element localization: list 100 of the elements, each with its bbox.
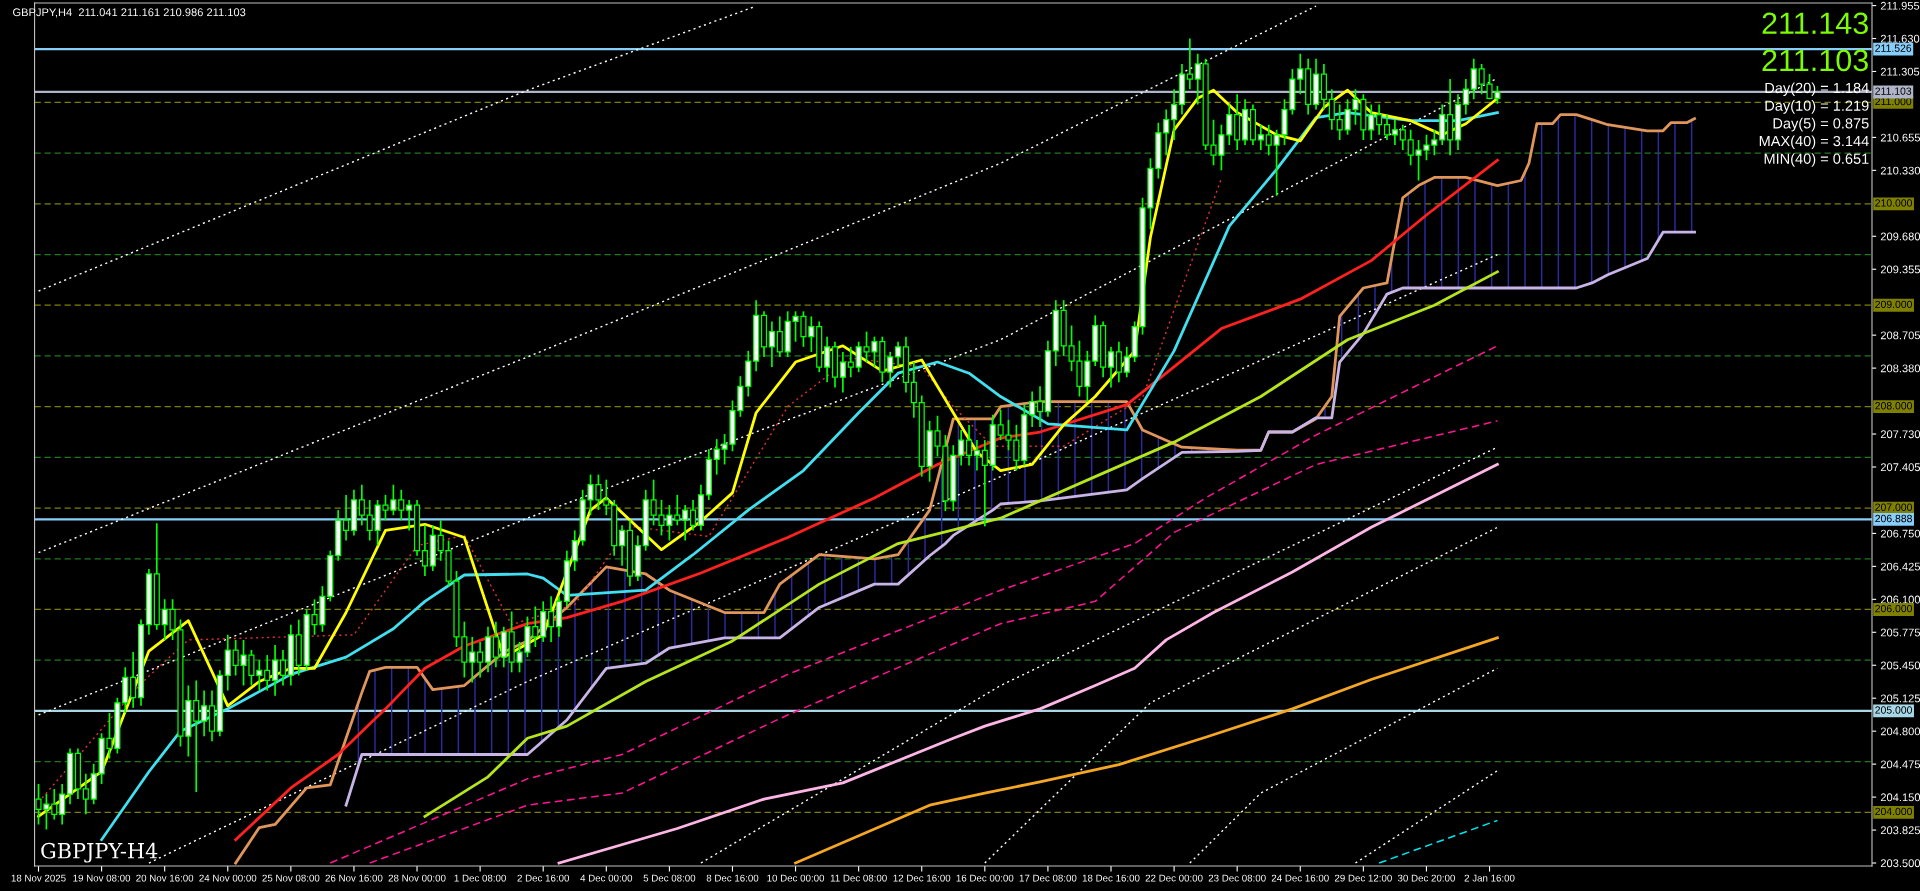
y-tick-label: 207.730 bbox=[1880, 430, 1920, 439]
x-tick-label: 26 Nov 16:00 bbox=[325, 874, 383, 882]
x-tick-label: 20 Nov 16:00 bbox=[136, 874, 194, 882]
line-series bbox=[329, 345, 1499, 864]
x-tick-label: 17 Dec 08:00 bbox=[1019, 874, 1077, 882]
candlestick bbox=[1186, 37, 1193, 91]
x-tick-label: 25 Nov 08:00 bbox=[262, 874, 320, 882]
ref-line-label: 210.000 bbox=[1875, 199, 1912, 207]
candlestick bbox=[1376, 103, 1383, 136]
candlestick bbox=[548, 595, 555, 643]
ref-line-label: 211.000 bbox=[1875, 97, 1912, 106]
line-series bbox=[368, 420, 1499, 864]
y-tick-label: 203.500 bbox=[1880, 859, 1920, 868]
candlestick bbox=[342, 494, 350, 542]
x-tick-label: 24 Nov 00:00 bbox=[199, 874, 257, 882]
ref-line-label: 208.000 bbox=[1875, 402, 1912, 410]
x-tick-label: 16 Dec 00:00 bbox=[956, 874, 1014, 882]
candlestick bbox=[1265, 123, 1272, 156]
y-tick-label: 205.775 bbox=[1880, 628, 1920, 637]
x-tick-label: 1 Dec 08:00 bbox=[454, 874, 506, 882]
candlestick bbox=[398, 488, 405, 522]
annotation: GBPJPY-H4 bbox=[41, 842, 158, 863]
candlestick bbox=[1399, 123, 1406, 151]
candlestick bbox=[776, 315, 783, 358]
y-tick-label: 211.955 bbox=[1880, 1, 1920, 10]
candlestick bbox=[406, 499, 413, 532]
ref-line-label: 204.000 bbox=[1875, 807, 1912, 816]
candlestick bbox=[618, 524, 626, 567]
ref-line-label: 207.000 bbox=[1875, 503, 1912, 511]
candlestick bbox=[469, 636, 476, 684]
ref-line-label: 205.000 bbox=[1875, 706, 1912, 714]
annotation: Day(10) = 1.219 bbox=[1765, 100, 1869, 114]
x-tick-label: 10 Dec 00:00 bbox=[767, 874, 825, 882]
candlestick bbox=[981, 439, 988, 528]
candlestick bbox=[130, 651, 137, 709]
y-tick-label: 211.305 bbox=[1880, 67, 1920, 76]
candlestick bbox=[1257, 123, 1264, 151]
candlestick bbox=[1171, 88, 1178, 141]
candlestick bbox=[895, 340, 902, 368]
ref-line-label: 211.526 bbox=[1875, 44, 1912, 52]
x-tick-label: 30 Dec 20:00 bbox=[1397, 874, 1455, 882]
candlestick bbox=[887, 351, 894, 389]
y-tick-label: 210.655 bbox=[1880, 133, 1920, 142]
y-tick-label: 210.330 bbox=[1880, 166, 1920, 175]
candlestick bbox=[272, 644, 279, 697]
candlestick bbox=[492, 620, 499, 669]
x-tick-label: 8 Dec 16:00 bbox=[706, 874, 759, 882]
x-tick-label: 2 Jan 16:00 bbox=[1464, 874, 1515, 882]
annotation: Day(5) = 0.875 bbox=[1773, 117, 1869, 132]
candlestick bbox=[965, 424, 973, 467]
candlestick bbox=[358, 483, 365, 527]
candlestick bbox=[1163, 108, 1170, 156]
y-tick-label: 204.800 bbox=[1880, 727, 1920, 736]
y-tick-label: 207.405 bbox=[1880, 463, 1920, 472]
candlestick bbox=[1036, 385, 1044, 428]
ref-line-label: 206.000 bbox=[1875, 604, 1912, 613]
candlestick bbox=[1029, 390, 1036, 428]
x-tick-label: 4 Dec 00:00 bbox=[580, 874, 633, 882]
candlestick bbox=[51, 788, 58, 821]
y-tick-label: 211.630 bbox=[1880, 34, 1920, 43]
candlestick bbox=[279, 649, 287, 687]
candlestick bbox=[768, 320, 775, 368]
candlestick bbox=[82, 772, 89, 816]
candlestick bbox=[847, 345, 854, 379]
candlestick bbox=[1107, 345, 1115, 389]
candlestick bbox=[1194, 52, 1201, 106]
annotation: 211.143 bbox=[1762, 12, 1868, 35]
y-tick-label: 206.425 bbox=[1880, 562, 1920, 571]
candlestick bbox=[1368, 103, 1375, 141]
x-tick-label: 5 Dec 08:00 bbox=[643, 874, 696, 882]
ref-line-label: 209.000 bbox=[1875, 300, 1912, 309]
candlestick bbox=[1115, 340, 1122, 384]
x-tick-label: 12 Dec 16:00 bbox=[893, 874, 951, 882]
y-tick-label: 206.750 bbox=[1880, 529, 1920, 538]
candlestick bbox=[958, 429, 965, 467]
x-tick-label: 28 Nov 00:00 bbox=[388, 874, 446, 882]
y-tick-label: 206.100 bbox=[1880, 595, 1920, 604]
x-tick-label: 24 Dec 16:00 bbox=[1271, 874, 1329, 882]
line-series bbox=[557, 463, 1499, 865]
x-tick-label: 19 Nov 08:00 bbox=[73, 874, 131, 882]
x-tick-label: 22 Dec 00:00 bbox=[1145, 874, 1203, 882]
candlestick bbox=[264, 654, 271, 692]
annotation: MAX(40) = 3.144 bbox=[1759, 135, 1869, 150]
line-series bbox=[794, 636, 1499, 865]
candlestick bbox=[1226, 103, 1233, 146]
y-tick-label: 204.475 bbox=[1880, 760, 1920, 769]
candlestick bbox=[1391, 118, 1398, 146]
y-tick-label: 209.355 bbox=[1880, 265, 1920, 274]
y-tick-label: 208.705 bbox=[1880, 331, 1920, 340]
candlestick bbox=[973, 439, 981, 472]
candlestick bbox=[674, 494, 681, 527]
line-series bbox=[344, 230, 1696, 807]
y-tick-label: 203.825 bbox=[1880, 826, 1920, 835]
annotation: MIN(40) = 0.651 bbox=[1764, 153, 1869, 167]
x-tick-label: 23 Dec 08:00 bbox=[1208, 874, 1266, 882]
x-tick-label: 29 Dec 12:00 bbox=[1334, 874, 1392, 882]
x-tick-label: 18 Dec 16:00 bbox=[1082, 874, 1140, 882]
candlestick bbox=[682, 504, 689, 542]
candlestick bbox=[824, 335, 831, 384]
candlestick bbox=[689, 499, 697, 532]
